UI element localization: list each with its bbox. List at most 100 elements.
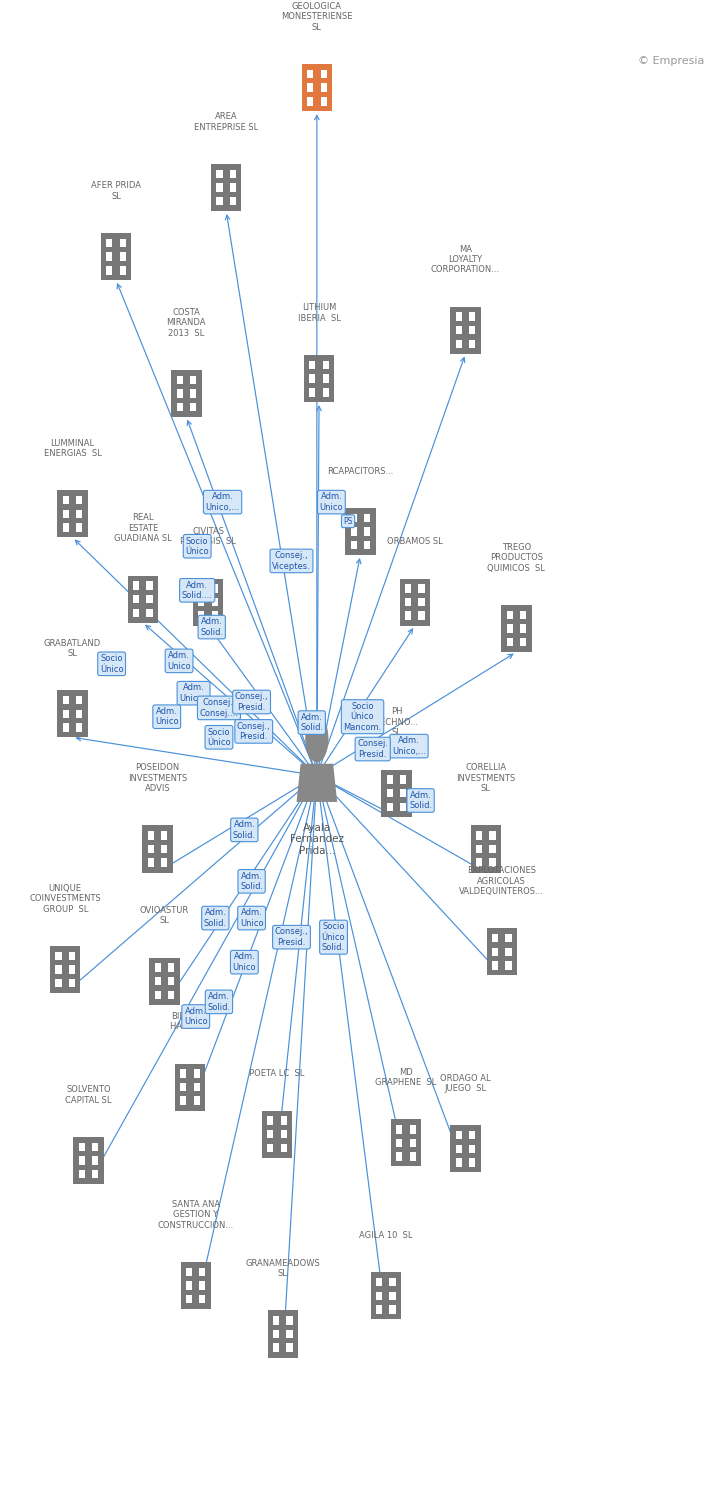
Bar (469, 339, 475, 348)
Text: SOLVENTO
CAPITAL SL: SOLVENTO CAPITAL SL (66, 1086, 111, 1104)
Bar (181, 1070, 186, 1077)
Bar (273, 1330, 279, 1338)
Bar (190, 375, 196, 384)
Text: Socio
Único
Mancom.: Socio Único Mancom. (344, 702, 381, 732)
Bar (76, 710, 82, 718)
Bar (92, 1143, 98, 1150)
Bar (190, 404, 196, 411)
Bar (280, 1143, 287, 1152)
FancyBboxPatch shape (175, 1064, 205, 1110)
Bar (69, 966, 75, 974)
Bar (194, 1096, 199, 1106)
FancyBboxPatch shape (262, 1110, 292, 1158)
Bar (492, 948, 498, 956)
Bar (106, 238, 112, 248)
Bar (323, 375, 329, 382)
Bar (469, 1158, 475, 1167)
Bar (507, 638, 513, 646)
Bar (148, 831, 154, 840)
Bar (133, 596, 139, 603)
Text: Adm.
Unico,...: Adm. Unico,... (392, 736, 426, 756)
Text: AREA
ENTREPRISE SL: AREA ENTREPRISE SL (194, 112, 258, 132)
FancyBboxPatch shape (74, 1137, 103, 1184)
Text: Consej.,
Consej....: Consej., Consej.... (199, 698, 238, 717)
Bar (119, 238, 126, 248)
Text: Adm.
Solid.: Adm. Solid. (200, 618, 223, 638)
Bar (410, 1125, 416, 1134)
FancyBboxPatch shape (451, 306, 480, 354)
Bar (419, 598, 424, 606)
Bar (400, 776, 406, 783)
Text: PS: PS (344, 516, 353, 525)
Bar (520, 638, 526, 646)
Bar (469, 1131, 475, 1140)
FancyBboxPatch shape (149, 957, 180, 1005)
Bar (161, 831, 167, 840)
Bar (280, 1116, 287, 1125)
Bar (161, 844, 167, 853)
Bar (307, 98, 313, 105)
Text: BIDDING
HARD  SL: BIDDING HARD SL (170, 1013, 210, 1031)
Bar (55, 980, 62, 987)
Bar (520, 610, 526, 620)
Bar (476, 831, 482, 840)
FancyBboxPatch shape (171, 370, 202, 417)
Text: Adm.
Unico: Adm. Unico (320, 492, 343, 512)
Bar (492, 934, 498, 942)
FancyBboxPatch shape (127, 576, 158, 622)
Text: Socio
Único
Solid.: Socio Único Solid. (322, 922, 345, 952)
Bar (146, 596, 153, 603)
Bar (364, 528, 370, 536)
Bar (106, 266, 112, 274)
Bar (69, 951, 75, 960)
Bar (177, 404, 183, 411)
Text: POSEIDON
INVESTMENTS
ADVIS: POSEIDON INVESTMENTS ADVIS (127, 764, 187, 794)
Bar (76, 723, 82, 732)
Text: Adm.
Unico..: Adm. Unico.. (179, 684, 208, 703)
Text: ORDAGO AL
JUEGO  SL: ORDAGO AL JUEGO SL (440, 1074, 491, 1094)
Text: OVIOASTUR
SL: OVIOASTUR SL (140, 906, 189, 926)
Bar (63, 524, 69, 532)
Bar (106, 252, 112, 261)
Bar (79, 1170, 84, 1179)
Bar (492, 962, 498, 969)
Text: COSTA
MIRANDA
2013  SL: COSTA MIRANDA 2013 SL (167, 308, 206, 338)
Bar (168, 976, 174, 986)
FancyBboxPatch shape (193, 579, 223, 626)
Bar (405, 584, 411, 592)
Text: UNIQUE
COINVESTMENTS
GROUP  SL: UNIQUE COINVESTMENTS GROUP SL (29, 884, 101, 914)
Text: POETA LC  SL: POETA LC SL (249, 1070, 304, 1078)
Bar (507, 610, 513, 620)
Bar (146, 609, 153, 616)
Text: Adm.
Solid.: Adm. Solid. (240, 871, 263, 891)
Bar (405, 598, 411, 606)
Bar (323, 388, 329, 396)
Bar (469, 312, 475, 321)
Text: Consej.,
Presid.: Consej., Presid. (237, 722, 271, 741)
FancyBboxPatch shape (371, 1272, 401, 1320)
Bar (286, 1316, 293, 1324)
Bar (161, 858, 167, 867)
Bar (216, 183, 223, 192)
FancyBboxPatch shape (391, 1119, 422, 1167)
Bar (396, 1152, 403, 1161)
FancyBboxPatch shape (142, 825, 173, 873)
Bar (323, 362, 329, 369)
Text: Socio
Único: Socio Único (186, 537, 209, 556)
Text: Adm.
Solid.: Adm. Solid. (300, 712, 323, 732)
FancyBboxPatch shape (211, 164, 242, 211)
Text: AFER PRIDA
SL: AFER PRIDA SL (91, 182, 141, 201)
Text: Consej.
Presid.: Consej. Presid. (357, 740, 388, 759)
FancyBboxPatch shape (381, 770, 412, 816)
Bar (92, 1170, 98, 1179)
Bar (146, 582, 153, 590)
Bar (505, 934, 512, 942)
Text: Adm.
Unico: Adm. Unico (232, 952, 256, 972)
Bar (389, 1305, 395, 1314)
Bar (181, 1083, 186, 1092)
Bar (194, 1083, 199, 1092)
Text: GRABATLAND
SL: GRABATLAND SL (44, 639, 101, 658)
Bar (199, 1281, 205, 1290)
Bar (286, 1330, 293, 1338)
Bar (119, 266, 126, 274)
